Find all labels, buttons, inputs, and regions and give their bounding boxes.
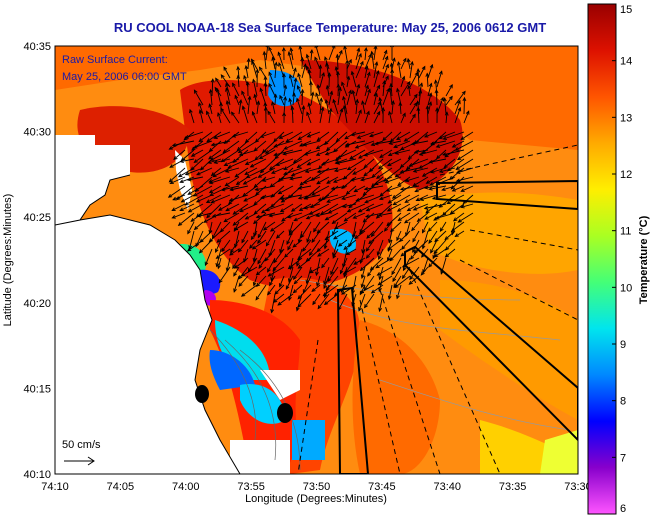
y-tick-label: 40:25	[23, 212, 51, 224]
station-marker	[195, 385, 209, 403]
x-tick-label: 74:10	[41, 481, 69, 493]
y-axis-label: Latitude (Degrees:Minutes)	[2, 194, 14, 327]
x-tick-label: 73:50	[303, 481, 331, 493]
y-tick-label: 40:10	[23, 469, 51, 481]
y-tick-label: 40:35	[23, 41, 51, 53]
map-title: RU COOL NOAA-18 Sea Surface Temperature:…	[113, 20, 547, 35]
x-tick-label: 73:45	[368, 481, 396, 493]
y-tick-label: 40:15	[23, 383, 51, 395]
y-tick-label: 40:30	[23, 127, 51, 139]
x-tick-label: 73:30	[564, 481, 592, 493]
x-tick-label: 73:55	[237, 481, 265, 493]
scale-arrow	[64, 456, 95, 466]
current-annotation-line2: May 25, 2006 06:00 GMT	[62, 71, 187, 83]
x-tick-label: 73:40	[433, 481, 461, 493]
plot-frame	[54, 45, 579, 475]
current-vectors	[167, 46, 474, 314]
x-tick-label: 74:00	[172, 481, 200, 493]
x-axis-label: Longitude (Degrees:Minutes)	[245, 493, 387, 505]
current-annotation-line1: Raw Surface Current:	[62, 54, 168, 66]
station-marker	[277, 403, 293, 423]
x-tick-label: 73:35	[499, 481, 527, 493]
y-tick-label: 40:20	[23, 298, 51, 310]
x-tick-label: 74:05	[107, 481, 135, 493]
scale-label: 50 cm/s	[62, 439, 101, 451]
